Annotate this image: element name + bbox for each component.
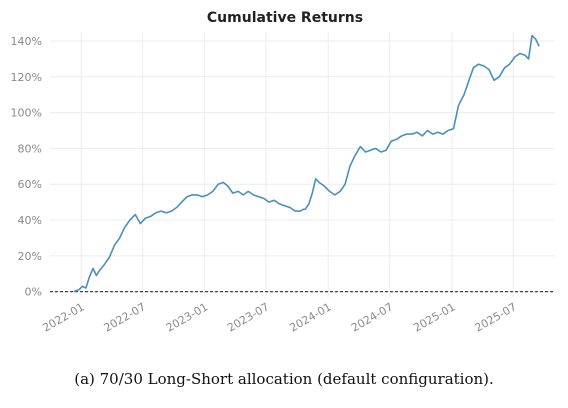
x-axis-ticks: 2022-01 2022-07 2023-01 2023-07 2024-01 2024-… (40, 300, 519, 334)
y-tick-label: 120% (11, 71, 42, 84)
chart-title: Cumulative Returns (207, 10, 363, 26)
x-tick-label: 2023-07 (225, 300, 271, 334)
series-layer (73, 34, 540, 293)
x-tick-label: 2024-01 (287, 300, 333, 334)
x-tick-label: 2024-07 (349, 300, 395, 334)
y-tick-label: 100% (11, 107, 42, 120)
y-tick-label: 60% (18, 178, 42, 191)
y-tick-label: 80% (18, 142, 42, 155)
x-tick-label: 2025-01 (411, 300, 457, 334)
x-tick-label: 2023-01 (164, 300, 210, 334)
y-tick-label: 20% (18, 250, 42, 263)
grid-layer (50, 32, 555, 297)
cumulative-returns-line (73, 34, 540, 293)
y-tick-label: 40% (18, 214, 42, 227)
y-axis-ticks: 0% 20% 40% 60% 80% 100% 120% 140% (11, 35, 42, 299)
figure-caption: (a) 70/30 Long-Short allocation (default… (74, 370, 494, 388)
x-tick-label: 2022-07 (102, 300, 148, 334)
x-tick-label: 2022-01 (40, 300, 86, 334)
y-tick-label: 0% (25, 286, 42, 299)
y-tick-label: 140% (11, 35, 42, 48)
x-tick-label: 2025-07 (473, 300, 519, 334)
